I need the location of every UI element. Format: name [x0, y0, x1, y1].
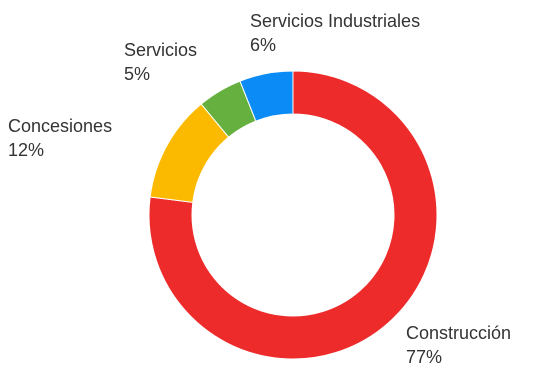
slice-percent-servicios: 5%	[124, 64, 150, 84]
slice-servicios-industriales	[239, 70, 294, 122]
slice-label-construccion: Construcción	[406, 323, 511, 343]
chart-slices	[148, 70, 438, 360]
slice-construccion	[148, 70, 438, 360]
slice-percent-concesiones: 12%	[8, 140, 44, 160]
slice-percent-servicios-industriales: 6%	[250, 35, 276, 55]
slice-label-concesiones: Concesiones	[8, 116, 112, 136]
slice-percent-construccion: 77%	[406, 347, 442, 367]
chart-labels: Construcción 77% Concesiones 12% Servicios 5%…	[8, 11, 511, 367]
slice-label-servicios: Servicios	[124, 40, 197, 60]
slice-label-servicios-industriales: Servicios Industriales	[250, 11, 420, 31]
